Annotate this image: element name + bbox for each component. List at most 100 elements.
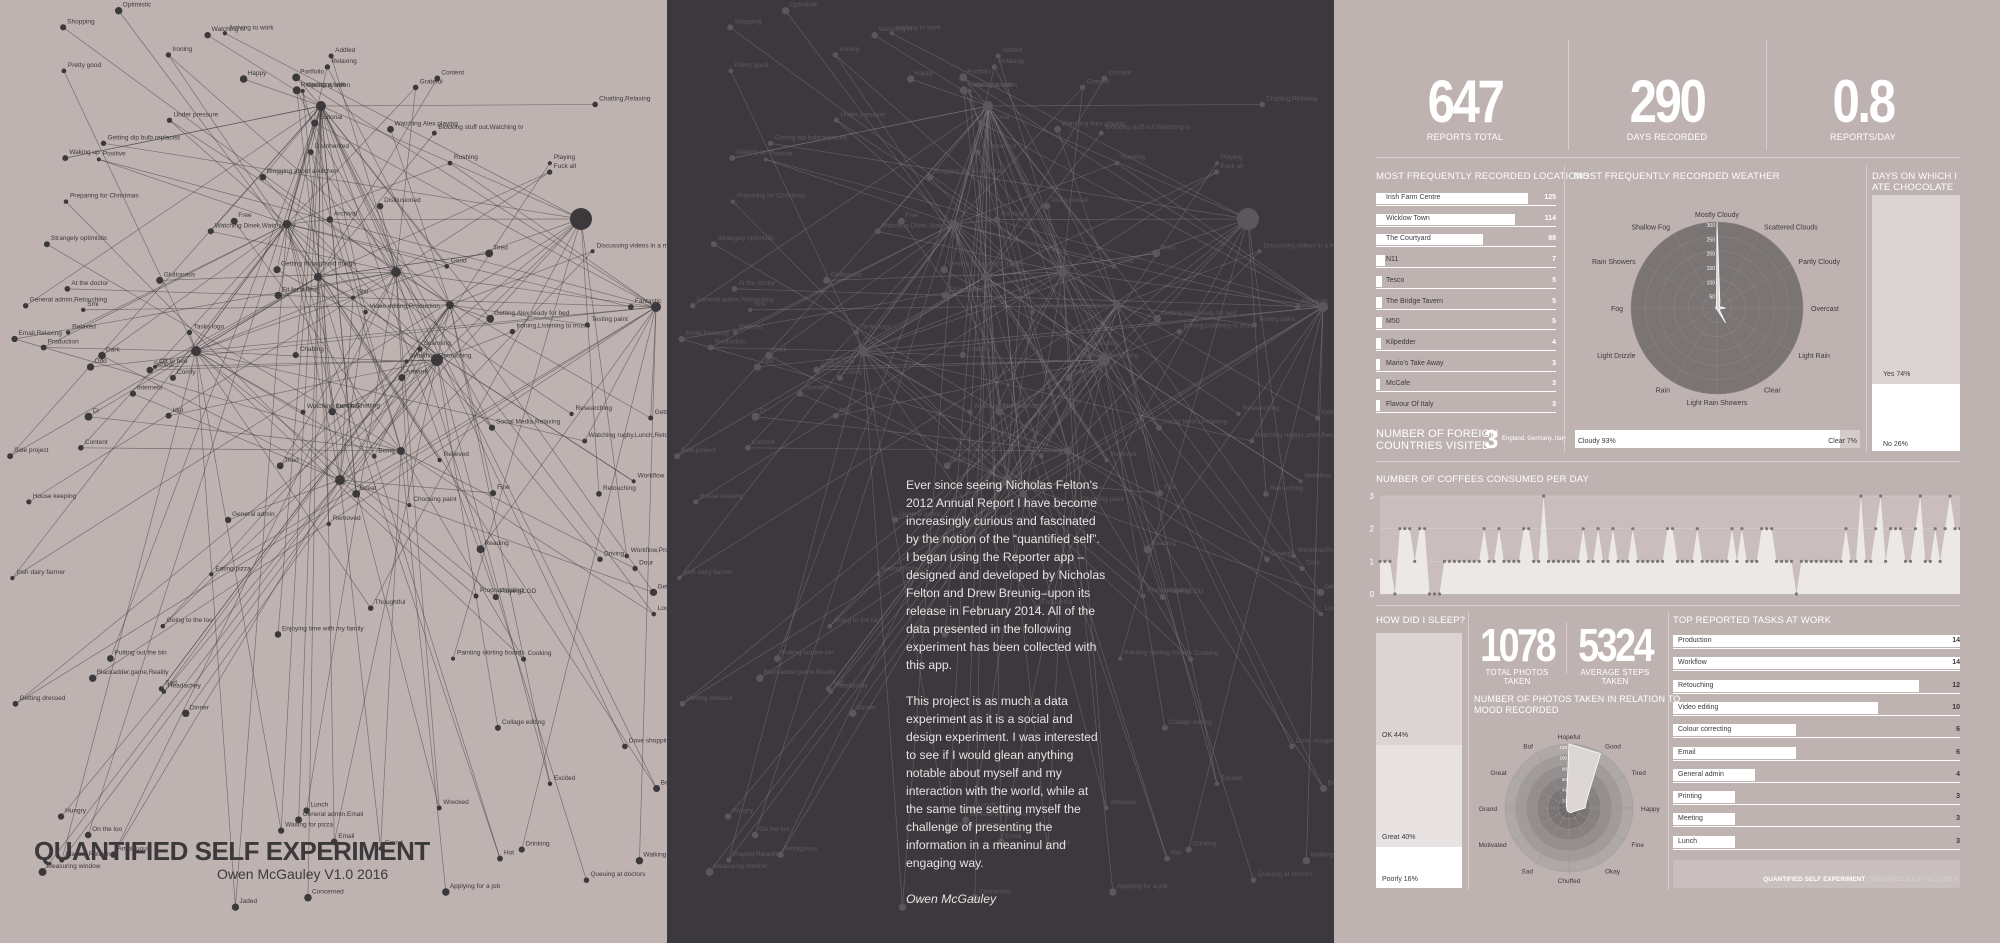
- network-edge: [1006, 297, 1021, 481]
- network-node-label: Testing paint: [1258, 316, 1295, 323]
- coffee-point: [1839, 559, 1843, 563]
- location-name: N11: [1386, 256, 1399, 264]
- radial-ring-label: 150: [1707, 266, 1716, 272]
- network-node: [65, 330, 71, 335]
- network-edge: [195, 350, 375, 457]
- network-edge: [168, 54, 319, 278]
- network-node-label: Chatting,Relaxing: [1266, 95, 1318, 102]
- network-node-label: On the loo: [92, 826, 122, 833]
- location-row: Irish Farm Centre 125: [1376, 190, 1556, 206]
- location-name: Irish Farm Centre: [1386, 194, 1441, 201]
- network-node-label: Retouching: [603, 485, 636, 492]
- network-node-label: Video editing,Production: [370, 303, 441, 310]
- network-edge: [42, 479, 341, 873]
- network-node: [825, 686, 831, 692]
- network-node-label: Scanning: [1091, 340, 1118, 347]
- network-node: [871, 31, 878, 39]
- network-node: [1161, 724, 1168, 731]
- network-node-label: Lunch: [978, 802, 996, 809]
- network-node-label: Internets: [804, 385, 830, 392]
- task-bar: [1673, 635, 1960, 647]
- coffee-point: [1467, 559, 1471, 563]
- reports-per-day-value: 0.8: [1832, 68, 1895, 135]
- network-node-label: Better: [1328, 779, 1334, 786]
- network-node-label: Getting new house: [1324, 583, 1334, 590]
- network-edge: [452, 218, 582, 659]
- network-node-label: Under pressure: [173, 111, 218, 118]
- network-node-label: School: [154, 361, 174, 368]
- radial-category-label: Fine: [1631, 842, 1644, 849]
- network-node-label: Rushing: [1121, 154, 1145, 161]
- network-node-label: Reading: [1152, 540, 1177, 547]
- network-edge: [449, 304, 494, 494]
- network-edge: [1006, 348, 1088, 481]
- radial-spoke: [1642, 307, 1718, 352]
- network-node-label: Removed: [1000, 515, 1028, 522]
- chocolate-yes-label: Yes 74%: [1883, 371, 1911, 379]
- radial-value-shape: [1565, 743, 1601, 814]
- location-row: Wicklow Town 114: [1376, 211, 1556, 227]
- network-edge: [830, 304, 1118, 692]
- coffee-point: [1626, 559, 1630, 563]
- network-node-label: Getting dip bulb replaced: [108, 134, 181, 141]
- network-node: [898, 903, 907, 911]
- network-node: [707, 344, 714, 351]
- network-node: [943, 462, 951, 470]
- network-node-label: Editorial: [986, 114, 1010, 121]
- task-row: Printing 3: [1673, 789, 1960, 806]
- network-node-label: Preparing for Christmas: [70, 193, 139, 200]
- network-edge: [110, 105, 322, 659]
- network-edge: [862, 350, 1038, 609]
- network-node-label: Eating pizza: [215, 565, 251, 572]
- network-edge: [780, 479, 1008, 855]
- network-node-label: Relaxing a bath: [968, 81, 1014, 88]
- network-edge: [317, 171, 550, 278]
- network-node: [724, 813, 732, 820]
- network-edge: [953, 223, 1160, 428]
- coffee-point: [1695, 527, 1699, 531]
- network-edge: [878, 306, 1324, 575]
- divider: [1866, 165, 1867, 452]
- task-row: Colour correcting 6: [1673, 722, 1960, 739]
- task-bar: [1673, 791, 1735, 804]
- network-node: [624, 553, 630, 559]
- weather-title: MOST FREQUENTLY RECORDED WEATHER: [1574, 171, 1780, 182]
- stat-photos-taken: 1078 TOTAL PHOTOS TAKEN: [1472, 622, 1562, 686]
- network-edge: [400, 450, 447, 892]
- location-name: The Courtyard: [1386, 235, 1431, 243]
- network-node: [997, 838, 1005, 846]
- network-node-label: Dove shopping: [1296, 737, 1334, 744]
- coffee-point: [1874, 527, 1878, 531]
- network-edge: [732, 105, 989, 159]
- network-edge: [580, 218, 628, 557]
- network-edge: [400, 450, 524, 660]
- coffee-point: [1854, 559, 1858, 563]
- coffee-point: [1740, 527, 1744, 531]
- network-node-label: Playing: [1221, 154, 1243, 161]
- network-node: [1316, 588, 1325, 597]
- network-edge: [339, 479, 477, 597]
- network-edge: [286, 223, 341, 481]
- network-edge: [400, 251, 593, 452]
- network-edge: [339, 348, 421, 481]
- network-node-label: Fuck all: [1221, 163, 1244, 170]
- network-node-label: House keeping: [33, 493, 77, 500]
- network-edge: [60, 479, 341, 817]
- network-edge: [1062, 171, 1217, 273]
- coffee-point: [1457, 559, 1461, 563]
- radial-ring-label: 300: [1707, 223, 1716, 229]
- network-edge: [984, 276, 1301, 482]
- network-edge: [98, 159, 288, 225]
- location-name: Wicklow Town: [1386, 214, 1430, 222]
- coffee-point: [1864, 559, 1868, 563]
- footer-title: QUANTIFIED SELF EXPERIMENT: [1763, 876, 1866, 883]
- network-node: [387, 125, 394, 133]
- coffee-point: [1427, 592, 1432, 596]
- network-node-label: Getting through old things: [281, 261, 356, 268]
- network-node-label: Playing LGD: [1167, 588, 1204, 595]
- network-edge: [296, 90, 319, 278]
- network-edge: [874, 34, 989, 107]
- network-node: [751, 412, 760, 421]
- network-node-label: Fantastic: [635, 298, 662, 305]
- network-node-label: Going to the loo: [834, 617, 880, 624]
